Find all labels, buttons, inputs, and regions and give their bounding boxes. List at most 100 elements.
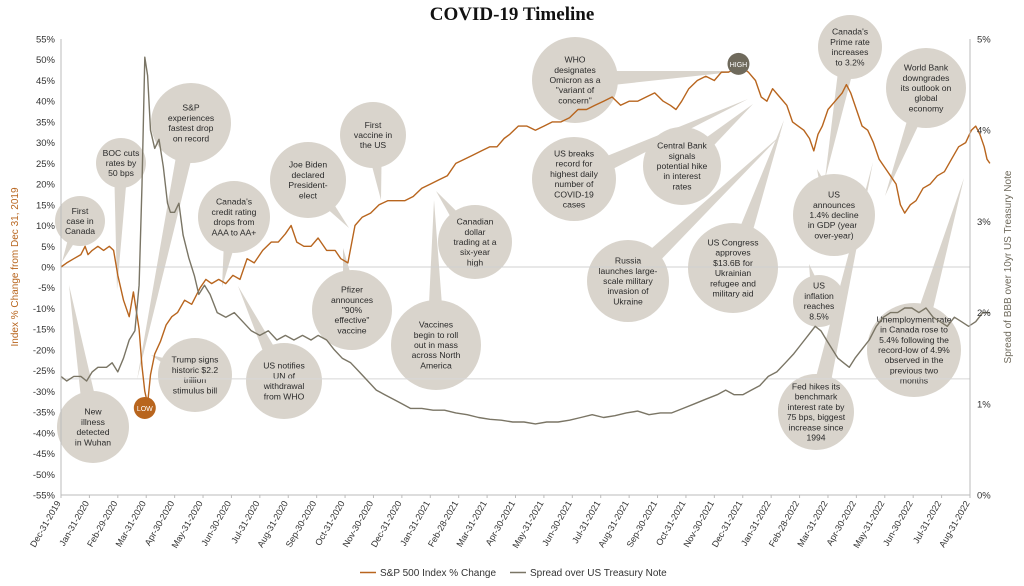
legend-item: Spread over US Treasury Note	[510, 568, 667, 579]
callout-line: to 3.2%	[835, 57, 865, 67]
callout-text: BOC cuts rates by 50 bps	[103, 148, 140, 178]
callout-line: trillion	[184, 375, 207, 385]
callout-bubble	[793, 275, 845, 327]
callout-line: vaccine	[337, 325, 366, 335]
annotation-layer: First case in Canada BOC cuts rates by 50 bps…	[55, 15, 966, 463]
callout-line: on record	[173, 133, 210, 143]
callout-line: COVID-19	[554, 189, 594, 199]
callout-line: potential hike	[657, 161, 708, 171]
callout-text: Russia launches large-scale military invas…	[599, 256, 658, 307]
callout-bubble	[158, 338, 232, 412]
left-tick-label: 10%	[36, 221, 56, 232]
callout-bubble	[96, 138, 146, 188]
callout-line: 5.4% following the	[879, 335, 949, 345]
callout-line: over-year)	[814, 230, 853, 240]
callout-bubble	[778, 374, 854, 450]
callout-line: Canada's	[216, 197, 252, 207]
callout-text: First case in Canada	[65, 206, 95, 236]
callout-text: First vaccine in the US	[354, 120, 392, 150]
callout-line: out in mass	[414, 340, 458, 350]
right-tick-label: 5%	[977, 35, 991, 46]
callout-line: Russia	[615, 256, 641, 266]
x-tick-label: Jul-31-2020	[229, 499, 261, 545]
right-tick-label: 0%	[977, 491, 991, 502]
callout-line: credit rating	[212, 207, 257, 217]
annotation-callout: US inflation reaches 8.5%	[793, 264, 845, 327]
callout-bubble	[246, 343, 322, 419]
left-tick-label: -30%	[33, 387, 56, 398]
callout-line: US notifies	[263, 361, 305, 371]
callout-line: US Congress	[707, 238, 758, 248]
callout-line: Unemployment rate	[877, 314, 952, 324]
callout-bubble	[151, 83, 231, 163]
right-tick-label: 4%	[977, 126, 991, 137]
callout-text: US Congress approves $13.6B for Ukrainian re…	[707, 238, 758, 299]
callout-line: case in	[66, 216, 93, 226]
callout-line: rates by	[106, 158, 137, 168]
callout-line: approves	[715, 248, 750, 258]
callout-bubble	[532, 37, 618, 123]
callout-line: Canada	[65, 226, 95, 236]
callout-text: Central Bank signals potential hike in inte…	[657, 141, 708, 192]
callout-line: reaches	[804, 301, 835, 311]
callout-line: number of	[555, 179, 594, 189]
callout-line: high	[467, 257, 483, 267]
series-layer	[60, 56, 991, 425]
callout-text: US breaks record for highest daily number o…	[550, 149, 598, 210]
legend-label: S&P 500 Index % Change	[380, 568, 496, 579]
callout-line: Joe Biden	[289, 160, 327, 170]
callout-line: from WHO	[264, 391, 305, 401]
callout-line: 50 bps	[108, 168, 134, 178]
callout-bubble	[270, 142, 346, 218]
callout-tail	[807, 162, 873, 415]
high-marker: HIGH	[727, 52, 750, 75]
chart-title: COVID-19 Timeline	[429, 4, 595, 25]
callout-line: in GDP (year-	[808, 220, 861, 230]
callout-line: President-	[288, 180, 327, 190]
spread-series-line	[60, 56, 990, 425]
callout-line: elect	[299, 190, 318, 200]
annotation-callout: WHO designates Omicron as a "variant of conc…	[532, 37, 742, 123]
callout-line: Omicron as a	[549, 75, 600, 85]
callout-line: Vaccines	[419, 320, 453, 330]
left-tick-label: -5%	[38, 283, 55, 294]
callout-line: six-year	[460, 247, 490, 257]
callout-line: Trump signs	[172, 355, 219, 365]
left-tick-label: -35%	[33, 408, 56, 419]
callout-line: AAA to AA+	[212, 227, 257, 237]
legend-label: Spread over US Treasury Note	[530, 568, 667, 579]
left-tick-label: 35%	[36, 117, 56, 128]
left-tick-label: 5%	[41, 242, 55, 253]
callout-bubble	[57, 391, 129, 463]
callout-line: invasion of	[607, 286, 649, 296]
callout-line: US	[813, 281, 825, 291]
callout-line: declared	[292, 170, 325, 180]
left-tick-label: -20%	[33, 345, 56, 356]
callout-line: Canada's	[832, 27, 868, 37]
callout-bubble	[438, 205, 512, 279]
left-tick-label: -50%	[33, 470, 56, 481]
callout-line: detected	[77, 427, 110, 437]
callout-line: launches large-	[599, 266, 658, 276]
marker-label: LOW	[137, 406, 153, 413]
callout-line: the US	[360, 140, 387, 150]
left-tick-label: -15%	[33, 325, 56, 336]
callout-line: Ukraine	[613, 296, 643, 306]
callout-line: begin to roll	[414, 330, 459, 340]
callout-line: Pfizer	[341, 285, 363, 295]
callout-line: Ukrainian	[715, 268, 752, 278]
callout-line: S&P	[182, 103, 199, 113]
callout-line: $13.6B for	[713, 258, 753, 268]
callout-line: signals	[669, 151, 696, 161]
callout-text: World Bank downgrades its outlook on global…	[901, 63, 952, 114]
callout-line: cases	[563, 200, 585, 210]
annotation-callout: Central Bank signals potential hike in inte…	[643, 104, 753, 205]
callout-line: economy	[909, 103, 945, 113]
callout-line: downgrades	[903, 73, 950, 83]
callout-line: interest rate by	[788, 402, 846, 412]
callout-line: illness	[81, 417, 105, 427]
callout-line: Canadian	[457, 217, 494, 227]
callout-text: S&P experiences fastest drop on record	[168, 103, 214, 144]
callout-bubble	[312, 270, 392, 350]
callout-line: military aid	[712, 289, 753, 299]
